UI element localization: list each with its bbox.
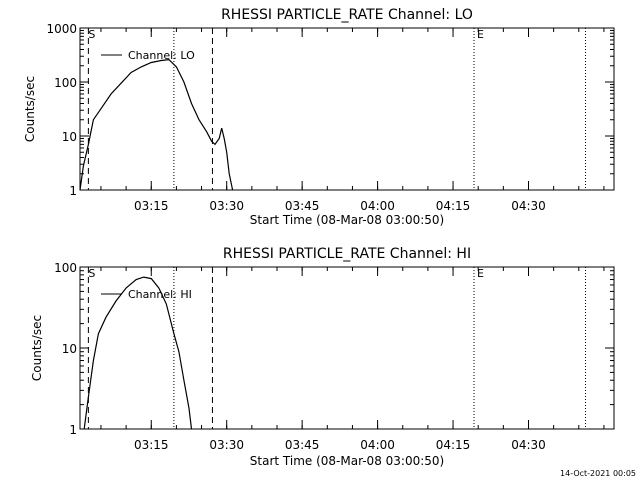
panel1-series-line (79, 58, 234, 191)
panel1-end-marker-label: E (477, 28, 484, 41)
panel2-x-tick-label: 04:15 (436, 438, 471, 452)
panel2-x-tick-label: 03:15 (134, 438, 169, 452)
panel1-x-tick-label: 04:30 (511, 199, 546, 213)
footer-timestamp: 14-Oct-2021 00:05 (560, 469, 636, 478)
panel2-x-tick-label: 03:45 (285, 438, 320, 452)
panel2-x-tick-label: 04:00 (360, 438, 395, 452)
panel1-x-tick-label: 03:45 (285, 199, 320, 213)
panel2-y-axis-label: Counts/sec (30, 315, 44, 381)
panel2-y-tick-label: 1 (69, 423, 77, 437)
panel2-y-tick-label: 10 (62, 342, 77, 356)
panel2-end-marker-label: E (477, 267, 484, 280)
panel1-x-axis-label: Start Time (08-Mar-08 03:00:50) (250, 213, 444, 227)
panel1-legend-label: Channel: LO (128, 49, 195, 62)
panel2: RHESSI PARTICLE_RATE Channel: HI 03:15 03:… (30, 246, 615, 468)
panel2-legend-label: Channel: HI (128, 288, 192, 301)
panel1-y-axis-label: Counts/sec (23, 76, 37, 142)
panel2-x-tick-label: 04:30 (511, 438, 546, 452)
panel2-start-marker-label: S (88, 267, 95, 280)
panel1-x-tick-label: 04:15 (436, 199, 471, 213)
panel2-y-tick-label: 100 (54, 261, 77, 275)
panel1: RHESSI PARTICLE_RATE Channel: LO 03:15 03:… (23, 7, 615, 227)
panel1-x-tick-label: 03:15 (134, 199, 169, 213)
panel1-start-marker-label: S (88, 28, 95, 41)
panel1-title: RHESSI PARTICLE_RATE Channel: LO (221, 7, 473, 23)
panel1-y-tick-label: 10 (62, 130, 77, 144)
panel2-x-axis-label: Start Time (08-Mar-08 03:00:50) (250, 454, 444, 468)
panel1-frame (79, 27, 615, 191)
panel1-y-tick-label: 1000 (46, 22, 77, 36)
panel2-x-tick-label: 03:30 (209, 438, 244, 452)
panel1-y-tick-label: 100 (54, 76, 77, 90)
panel2-series-line (83, 276, 193, 430)
panel2-title: RHESSI PARTICLE_RATE Channel: HI (223, 246, 471, 262)
panel1-x-tick-label: 03:30 (209, 199, 244, 213)
panel1-y-tick-label: 1 (69, 184, 77, 198)
panel1-x-tick-label: 04:00 (360, 199, 395, 213)
